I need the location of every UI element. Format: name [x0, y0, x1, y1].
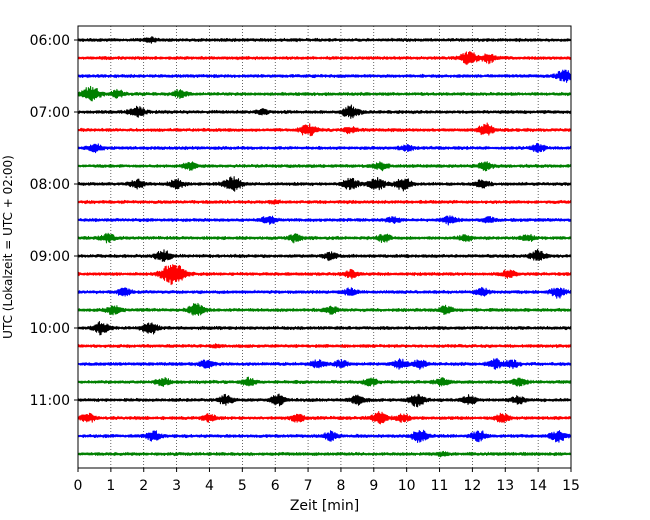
x-tick-label: 12	[463, 478, 481, 494]
seismogram-trace	[77, 161, 572, 172]
x-tick-label: 13	[496, 478, 514, 494]
x-tick-label: 1	[106, 478, 115, 494]
seismogram-trace	[77, 320, 572, 336]
seismogram-trace	[77, 286, 572, 299]
x-tick-label: 3	[172, 478, 181, 494]
seismogram-trace	[77, 176, 572, 192]
y-tick-label: 08:00	[30, 177, 70, 193]
x-axis-ticks: 0 1 2 3 4 5 6 7 8 9 10 11 12 13 14 15	[74, 468, 580, 494]
seismogram-trace	[77, 376, 572, 387]
seismogram-trace	[77, 199, 572, 206]
y-tick-label: 09:00	[30, 249, 70, 265]
x-tick-label: 2	[139, 478, 148, 494]
x-tick-label: 6	[271, 478, 280, 494]
trace-group	[77, 35, 572, 458]
seismogram-trace	[77, 393, 572, 408]
y-axis-label: UTC (Lokalzeit = UTC + 02:00)	[1, 155, 15, 339]
x-tick-label: 8	[336, 478, 345, 494]
x-tick-label: 15	[562, 478, 580, 494]
seismogram-trace	[77, 232, 572, 244]
seismogram-trace	[77, 343, 572, 349]
seismogram-trace	[77, 450, 572, 458]
seismogram-trace	[77, 429, 572, 443]
plot-frame	[77, 25, 572, 469]
seismogram-trace	[77, 69, 572, 83]
x-tick-label: 7	[304, 478, 313, 494]
seismogram-trace	[77, 85, 572, 102]
seismogram-trace	[77, 104, 572, 119]
x-tick-label: 10	[398, 478, 416, 494]
x-axis-label: Zeit [min]	[290, 498, 359, 514]
x-tick-label: 14	[529, 478, 547, 494]
y-tick-label: 06:00	[30, 33, 70, 49]
x-tick-label: 4	[205, 478, 214, 494]
x-tick-label: 9	[369, 478, 378, 494]
seismogram-trace	[77, 142, 572, 154]
seismogram-trace	[77, 248, 572, 262]
y-tick-label: 11:00	[30, 393, 70, 409]
seismogram-trace	[77, 302, 572, 316]
x-tick-label: 11	[431, 478, 449, 494]
y-tick-label: 07:00	[30, 105, 70, 121]
seismogram-trace	[77, 410, 572, 425]
y-tick-label: 10:00	[30, 321, 70, 337]
seismogram-trace	[77, 264, 572, 286]
seismogram-trace	[77, 357, 572, 370]
x-tick-label: 5	[238, 478, 247, 494]
x-tick-label: 0	[74, 478, 83, 494]
seismogram-trace	[77, 215, 572, 226]
y-axis-ticks: 06:00 07:00 08:00 09:00 10:00 11:00	[30, 33, 78, 409]
seismogram-trace	[77, 35, 572, 44]
seismogram-trace	[77, 122, 572, 137]
seismogram-trace	[77, 51, 572, 66]
